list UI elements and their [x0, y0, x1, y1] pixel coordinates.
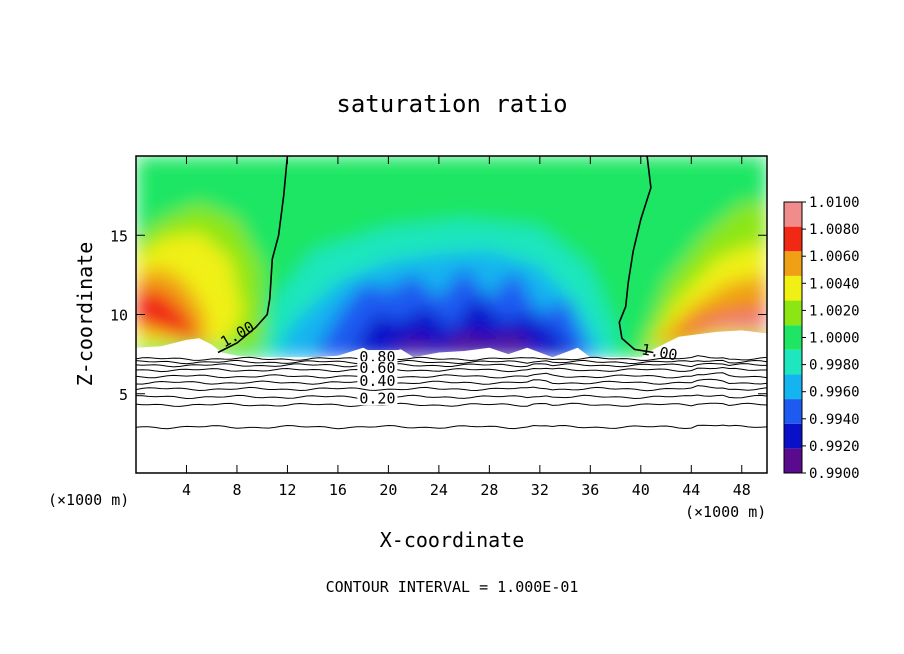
x-tick-label: 40: [632, 481, 650, 499]
colorbar-label: 0.9980: [809, 358, 860, 374]
colorbar-swatch: [784, 448, 802, 473]
x-tick-label: 24: [430, 481, 448, 499]
contour-label: 0.60: [359, 359, 395, 377]
x-tick-label: 8: [232, 481, 241, 499]
colorbar-swatch: [784, 226, 802, 252]
x-tick-label: 32: [531, 481, 549, 499]
colorbar-label: 0.9940: [809, 412, 860, 428]
colorbar-swatch: [784, 300, 802, 326]
y-tick-label: 10: [110, 307, 128, 325]
contour-line-1.00-right: [618, 156, 654, 354]
x-unit-left: (×1000 m): [48, 491, 129, 509]
colorbar-label: 0.9920: [809, 439, 860, 455]
colorbar-swatch: [784, 374, 802, 400]
x-tick-label: 20: [379, 481, 397, 499]
contour-line: [136, 355, 767, 362]
contour-line: [136, 402, 767, 408]
y-tick-label: 5: [119, 386, 128, 404]
contour-line: [136, 359, 767, 365]
colorbar-label: 1.0020: [809, 303, 860, 319]
contour-line: [136, 394, 767, 400]
chart-title: saturation ratio: [336, 90, 567, 118]
x-tick-label: 4: [182, 481, 191, 499]
x-tick-label: 16: [329, 481, 347, 499]
colorbar-label: 1.0100: [809, 195, 860, 211]
colorbar-swatch: [784, 349, 802, 375]
contour-label: 0.40: [359, 372, 395, 390]
contour-interval-footer: CONTOUR INTERVAL = 1.000E-01: [326, 578, 579, 596]
contour-line: [136, 362, 767, 368]
colorbar-swatch: [784, 325, 802, 350]
contour-line: [136, 385, 767, 392]
x-tick-label: 28: [480, 481, 498, 499]
colorbar-label: 1.0060: [809, 249, 860, 265]
colorbar-swatch: [784, 399, 802, 424]
plot-area: 1.001.000.800.600.400.20 4 8 12 16 20 24 28 32 3…: [110, 155, 768, 499]
contour-line: [136, 424, 767, 430]
colorbar-swatch: [784, 251, 802, 276]
saturation-field: [136, 156, 767, 358]
contour-line-1.00-left: [217, 156, 289, 354]
colorbar-swatch: [784, 275, 802, 301]
y-axis-label: Z-coordinate: [73, 242, 97, 387]
colorbar-label: 0.9960: [809, 385, 860, 401]
contour-line: [136, 372, 767, 379]
colorbar-label: 1.0040: [809, 276, 860, 292]
contour-label: 1.00: [640, 340, 679, 364]
colorbar-swatch: [784, 423, 802, 449]
x-tick-label: 36: [581, 481, 599, 499]
x-unit-right: (×1000 m): [685, 503, 766, 521]
colorbar-label: 0.9900: [809, 466, 860, 482]
contour-line: [136, 366, 767, 373]
x-tick-label: 12: [278, 481, 296, 499]
colorbar-label: 1.0080: [809, 222, 860, 238]
colorbar-label: 1.0000: [809, 331, 860, 347]
x-axis-label: X-coordinate: [380, 528, 525, 552]
x-tick-label: 48: [733, 481, 751, 499]
colorbar-swatch: [784, 202, 802, 227]
contour-label: 0.20: [359, 389, 395, 407]
x-tick-label: 44: [682, 481, 700, 499]
colorbar: 0.9900 0.9920 0.9940 0.9960 0.9980 1.0000 1.00…: [783, 195, 860, 482]
y-tick-label: 15: [110, 227, 128, 245]
contour-line: [136, 378, 767, 385]
